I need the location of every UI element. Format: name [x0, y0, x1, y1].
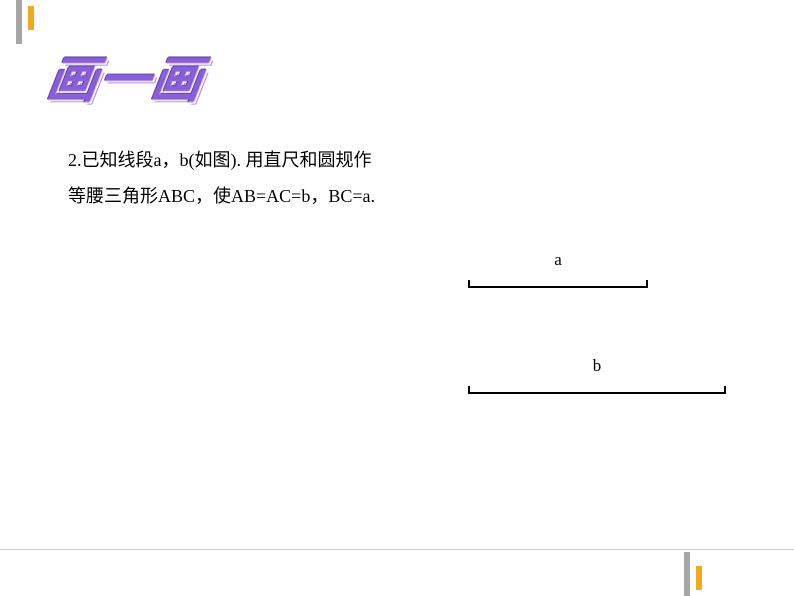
segment-b-line [468, 386, 726, 394]
segment-a: a [468, 250, 648, 288]
segment-a-bar [468, 286, 648, 288]
segment-b: b [468, 356, 726, 394]
segment-b-bar [468, 392, 726, 394]
bottom-gray-bar [684, 552, 690, 596]
segment-a-tick-right [646, 280, 648, 288]
segment-b-label: b [468, 356, 726, 376]
wordart-title: 画一画 [43, 40, 209, 112]
segment-a-line [468, 280, 648, 288]
segment-b-tick-right [724, 386, 726, 394]
problem-statement: 2.已知线段a，b(如图). 用直尺和圆规作 等腰三角形ABC，使AB=AC=b… [68, 142, 375, 214]
top-orange-bar [28, 6, 34, 30]
top-gray-bar [16, 0, 22, 44]
segment-a-label: a [468, 250, 648, 270]
footer-horizontal-line [0, 549, 794, 550]
problem-line-1: 2.已知线段a，b(如图). 用直尺和圆规作 [68, 142, 375, 178]
bottom-orange-bar [696, 566, 702, 590]
problem-line-2: 等腰三角形ABC，使AB=AC=b，BC=a. [68, 178, 375, 214]
